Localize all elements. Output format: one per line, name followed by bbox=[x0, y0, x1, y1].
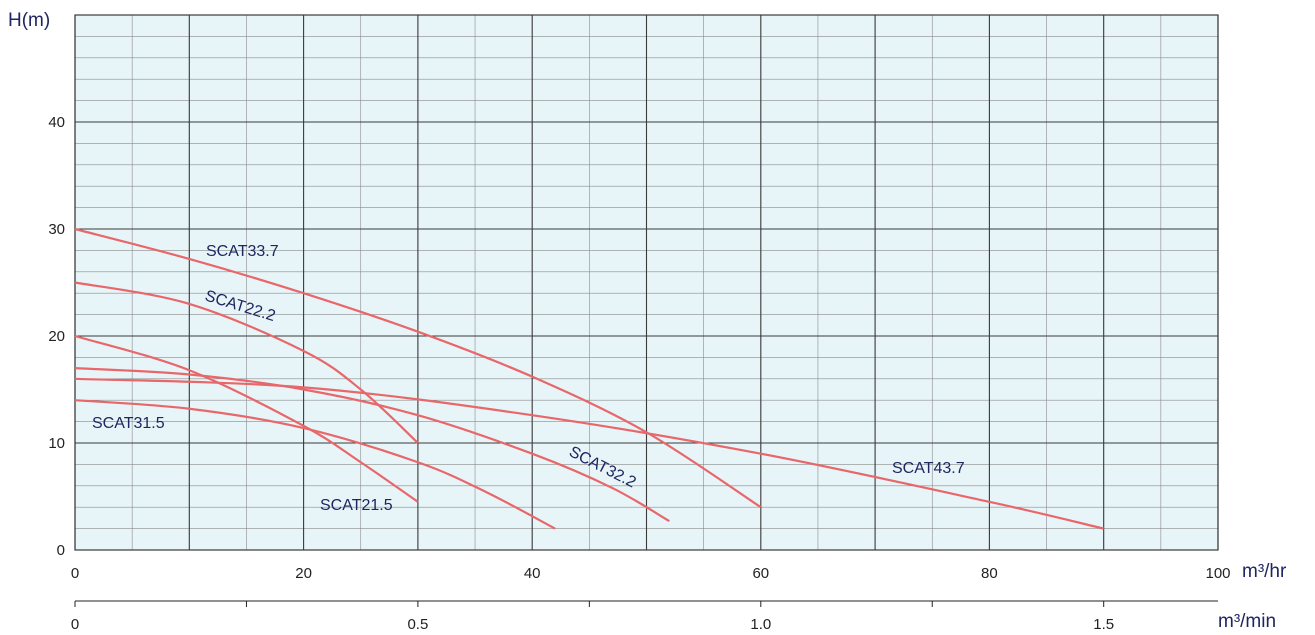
series-label: SCAT21.5 bbox=[320, 497, 393, 514]
curves bbox=[74, 227, 1104, 530]
series-label: SCAT31.5 bbox=[92, 415, 165, 432]
x-tick-label: 40 bbox=[524, 565, 541, 582]
curve-scat43-7 bbox=[74, 377, 1104, 530]
x2-axis-unit: m³/min bbox=[1218, 611, 1276, 632]
x-tick-label: 60 bbox=[752, 565, 769, 582]
x-tick-label: 100 bbox=[1205, 565, 1230, 582]
y-axis-title: H(m) bbox=[8, 10, 50, 31]
x2-tick-label: 0 bbox=[71, 616, 79, 633]
y-tick-label: 10 bbox=[48, 435, 65, 452]
x-axis-unit: m³/hr bbox=[1242, 561, 1287, 582]
x-tick-label: 80 bbox=[981, 565, 998, 582]
x2-tick-label: 1.5 bbox=[1093, 616, 1114, 633]
y-tick-label: 40 bbox=[48, 114, 65, 131]
curve-scat32-2 bbox=[74, 367, 670, 523]
secondary-x-axis: 0 0.5 1.0 1.5 bbox=[71, 600, 1218, 633]
series-label: SCAT33.7 bbox=[206, 243, 279, 260]
curve-scat21-5 bbox=[74, 334, 419, 503]
y-tick-label: 30 bbox=[48, 221, 65, 238]
y-tick-labels: 0 10 20 30 40 bbox=[48, 114, 65, 559]
x2-tick-label: 1.0 bbox=[750, 616, 771, 633]
x-tick-labels: 0 20 40 60 80 100 bbox=[71, 565, 1231, 582]
x-tick-label: 0 bbox=[71, 565, 79, 582]
curve-scat22-2 bbox=[74, 281, 419, 444]
y-tick-label: 20 bbox=[48, 328, 65, 345]
series-label: SCAT43.7 bbox=[892, 460, 965, 477]
curve-scat31-5 bbox=[74, 399, 556, 530]
y-tick-label: 0 bbox=[57, 542, 65, 559]
x2-tick-label: 0.5 bbox=[407, 616, 428, 633]
x-tick-label: 20 bbox=[295, 565, 312, 582]
